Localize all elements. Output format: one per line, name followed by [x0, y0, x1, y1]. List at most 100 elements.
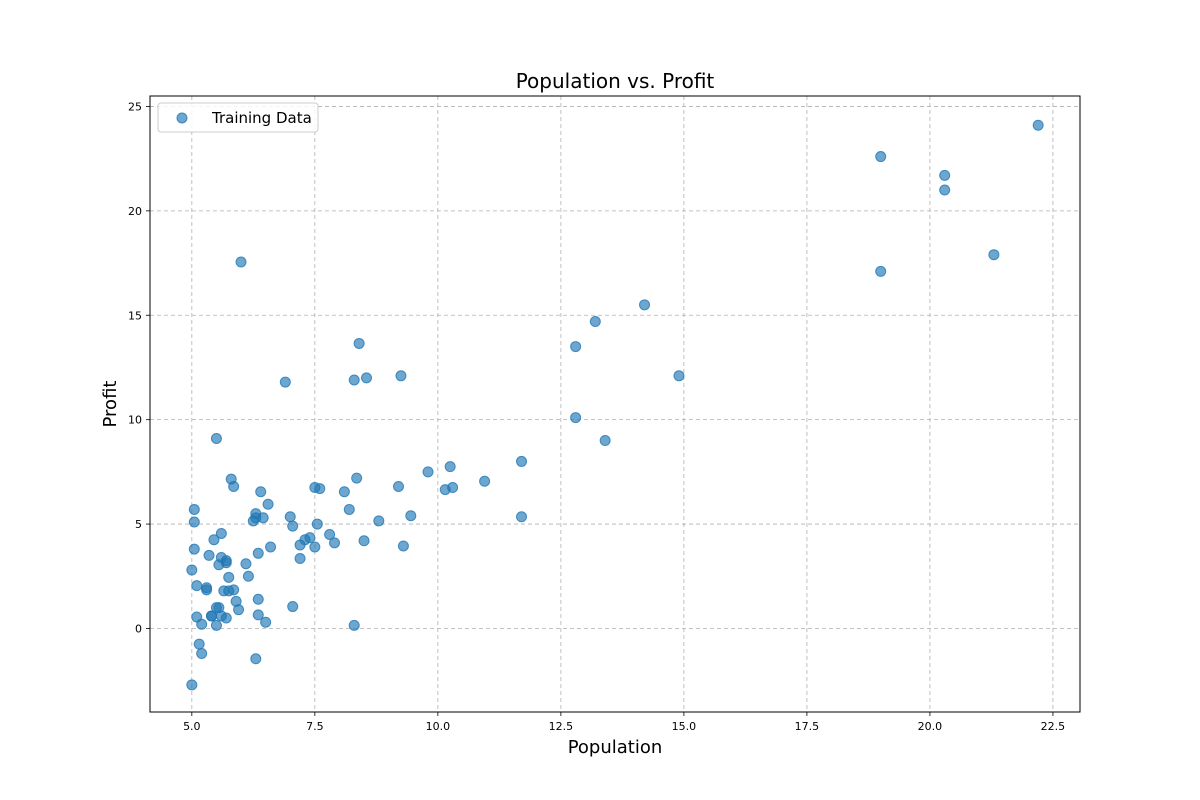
data-point	[294, 553, 306, 565]
y-tick-label: 10	[128, 414, 142, 427]
y-tick-label: 20	[128, 205, 142, 218]
data-point	[252, 609, 264, 621]
legend-marker-icon	[176, 112, 188, 124]
data-point	[988, 249, 1000, 261]
x-tick-label: 20.0	[918, 720, 943, 733]
data-point	[260, 616, 272, 628]
data-point	[215, 527, 227, 539]
x-axis-label: Population	[568, 737, 663, 758]
data-point	[361, 372, 373, 384]
data-point	[235, 256, 247, 268]
data-point	[589, 316, 601, 328]
data-point	[287, 601, 299, 613]
data-point	[673, 370, 685, 382]
data-point	[358, 535, 370, 547]
data-point	[444, 461, 456, 473]
data-point	[196, 648, 208, 660]
y-tick-label: 25	[128, 100, 142, 113]
data-point	[351, 472, 363, 484]
data-point	[392, 480, 404, 492]
data-point	[348, 619, 360, 631]
data-point	[208, 534, 220, 546]
data-point	[516, 455, 528, 467]
data-point	[252, 593, 264, 605]
data-point	[875, 151, 887, 163]
data-point	[309, 541, 321, 553]
data-point	[203, 549, 215, 561]
grid-lines	[150, 96, 1080, 712]
data-point	[191, 580, 203, 592]
data-point	[210, 432, 222, 444]
x-tick-label: 7.5	[306, 720, 324, 733]
data-point	[265, 541, 277, 553]
data-point	[570, 412, 582, 424]
data-point	[309, 482, 321, 494]
data-point	[939, 169, 951, 181]
data-point	[570, 341, 582, 353]
data-point	[279, 376, 291, 388]
data-point	[353, 337, 365, 349]
x-tick-label: 10.0	[426, 720, 451, 733]
y-tick-label: 15	[128, 309, 142, 322]
data-point	[240, 558, 252, 570]
data-point	[639, 299, 651, 311]
data-point	[422, 466, 434, 478]
data-point	[284, 511, 296, 523]
data-point	[348, 374, 360, 386]
data-point	[479, 475, 491, 487]
data-point	[324, 529, 336, 541]
data-points	[186, 119, 1044, 691]
plot-area-frame	[149, 95, 1081, 713]
data-point	[939, 184, 951, 196]
data-point	[373, 515, 385, 527]
data-point	[311, 518, 323, 530]
data-point	[395, 370, 407, 382]
data-point	[1032, 119, 1044, 131]
data-point	[242, 570, 254, 582]
data-point	[188, 503, 200, 515]
data-point	[188, 543, 200, 555]
data-point	[186, 564, 198, 576]
data-point	[397, 540, 409, 552]
data-point	[875, 265, 887, 277]
data-point	[338, 486, 350, 498]
data-point	[225, 473, 237, 485]
legend-box	[157, 102, 319, 133]
data-point	[218, 585, 230, 597]
data-point	[193, 638, 205, 650]
data-point	[213, 559, 225, 571]
y-tick-label: 5	[135, 518, 142, 531]
data-point	[255, 486, 267, 498]
x-axis-ticks: 5.0 7.5 10.0 12.5 15.0 17.5 20.0 22.5	[183, 712, 1065, 733]
data-point	[201, 582, 213, 594]
data-point	[294, 539, 306, 551]
data-point	[329, 537, 341, 549]
data-point	[186, 679, 198, 691]
legend: Training Data	[157, 102, 319, 133]
x-tick-label: 5.0	[183, 720, 201, 733]
data-point	[343, 503, 355, 515]
data-point	[210, 619, 222, 631]
x-tick-label: 17.5	[795, 720, 820, 733]
data-point	[206, 610, 218, 622]
y-tick-label: 0	[135, 622, 142, 635]
x-tick-label: 12.5	[549, 720, 574, 733]
x-tick-label: 15.0	[672, 720, 697, 733]
data-point	[230, 595, 242, 607]
y-axis-ticks: 0 5 10 15 20 25	[128, 100, 150, 635]
x-tick-label: 22.5	[1041, 720, 1066, 733]
data-point	[223, 571, 235, 583]
data-point	[439, 484, 451, 496]
data-point	[191, 611, 203, 623]
chart-title: Population vs. Profit	[516, 69, 715, 93]
data-point	[262, 498, 274, 510]
legend-label: Training Data	[211, 109, 312, 127]
data-point	[405, 510, 417, 522]
y-axis-label: Profit	[100, 381, 121, 428]
data-point	[599, 435, 611, 447]
data-point	[516, 511, 528, 523]
data-point	[287, 520, 299, 532]
data-point	[250, 653, 262, 665]
